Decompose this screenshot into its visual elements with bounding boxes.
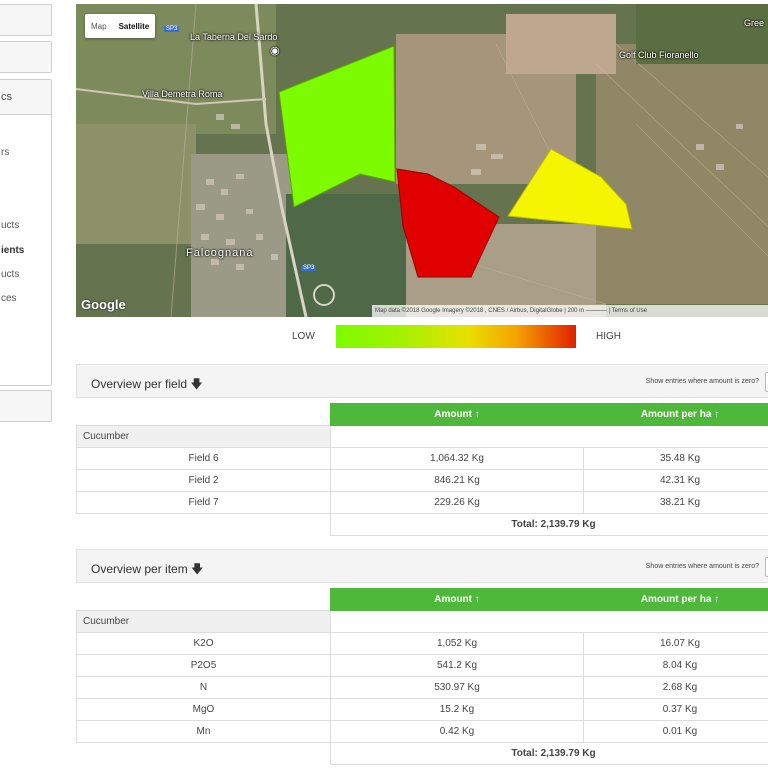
row-name: Mn [76,720,331,743]
arrow-down-icon: 🡇 [190,377,203,391]
map-type-satellite[interactable]: Satellite [118,21,150,31]
row-amount-per-ha: 35.48 Kg [583,447,768,470]
row-name: Field 2 [76,469,331,492]
map-type-control[interactable]: Map Satellite [85,14,156,38]
satellite-map[interactable]: Map Satellite SP3 La Taberna Del Sardo ◉… [76,4,768,317]
road-badge: SP3 [301,265,317,271]
row-amount-per-ha: 42.31 Kg [583,469,768,492]
row-name: Field 7 [76,491,331,514]
row-name: Field 6 [76,447,331,470]
town-label: Falcognana [186,247,254,259]
place-label: Villa Demetra Roma [142,89,223,99]
table-total: Total: 2,139.79 Kg [330,742,768,765]
arrow-down-icon: 🡇 [191,562,204,576]
sidebar-menu-header[interactable]: cs [0,80,51,115]
legend-gradient-bar [336,325,576,348]
table-row: K2O 1,052 Kg 16.07 Kg [76,632,768,655]
road-badge: SP3 [164,26,180,32]
row-amount: 1,052 Kg [330,632,584,655]
row-amount: 15.2 Kg [330,698,584,721]
table-row: Mn 0.42 Kg 0.01 Kg [76,720,768,743]
row-amount-per-ha: 2.68 Kg [583,676,768,699]
zero-entries-toggle[interactable] [765,372,768,392]
map-attribution[interactable]: Map data ©2018 Google Imagery ©2018 , CN… [372,305,768,317]
table-row: N 530.97 Kg 2.68 Kg [76,676,768,699]
sidebar: cs rs ucts ients ucts ces [0,0,53,768]
row-amount: 541.2 Kg [330,654,584,677]
table-row: Field 2 846.21 Kg 42.31 Kg [76,469,768,492]
legend-low-label: LOW [292,331,315,342]
column-header-amount-per-ha[interactable]: Amount per ha ↑ [583,403,768,426]
sidebar-panel-1[interactable] [0,4,52,36]
row-name: MgO [76,698,331,721]
table-row: P2O5 541.2 Kg 8.04 Kg [76,654,768,677]
legend-high-label: HIGH [596,331,621,342]
section-title[interactable]: Overview per item 🡇 [91,560,203,581]
row-name: K2O [76,632,331,655]
row-amount: 846.21 Kg [330,469,584,492]
overview-per-field-table: Amount ↑ Amount per ha ↑ Cucumber Field … [76,403,768,536]
overview-per-field-header[interactable]: Overview per field 🡇 Show entries where … [76,364,768,398]
column-header-amount-per-ha[interactable]: Amount per ha ↑ [583,588,768,611]
zero-entries-toggle-label: Show entries where amount is zero? [645,378,759,385]
sidebar-menu-header-label: cs [1,91,12,103]
zero-entries-toggle[interactable] [765,557,768,577]
sidebar-item[interactable]: ucts [1,220,20,231]
table-row: MgO 15.2 Kg 0.37 Kg [76,698,768,721]
google-logo: Google [81,297,126,312]
row-amount: 530.97 Kg [330,676,584,699]
field-polygon-yellow [507,148,633,230]
table-row: Field 6 1,064.32 Kg 35.48 Kg [76,447,768,470]
row-name: N [76,676,331,699]
overview-per-item-table: Amount ↑ Amount per ha ↑ Cucumber K2O 1,… [76,588,768,765]
section-title[interactable]: Overview per field 🡇 [91,375,203,396]
row-amount: 0.42 Kg [330,720,584,743]
map-imagery [76,4,768,317]
group-label: Cucumber [76,610,331,633]
row-amount-per-ha: 38.21 Kg [583,491,768,514]
sidebar-item-active[interactable]: ients [1,245,25,256]
row-amount-per-ha: 0.37 Kg [583,698,768,721]
place-label: La Taberna Del Sardo [190,32,278,42]
row-amount-per-ha: 8.04 Kg [583,654,768,677]
field-polygon-red [396,168,500,278]
sidebar-panel-4[interactable] [0,390,52,422]
row-amount-per-ha: 0.01 Kg [583,720,768,743]
sidebar-item[interactable]: ces [1,293,17,304]
sidebar-panel-2[interactable] [0,41,52,73]
zero-entries-toggle-label: Show entries where amount is zero? [645,563,759,570]
section-title-text: Overview per item [91,562,188,576]
row-name: P2O5 [76,654,331,677]
sidebar-item[interactable]: rs [1,147,10,158]
overview-per-item-header[interactable]: Overview per item 🡇 Show entries where a… [76,549,768,583]
location-pin-icon: ◉ [270,45,280,57]
column-header-amount[interactable]: Amount ↑ [330,403,584,426]
table-row: Field 7 229.26 Kg 38.21 Kg [76,491,768,514]
sidebar-item[interactable]: ucts [1,269,20,280]
group-label: Cucumber [76,425,331,448]
table-total: Total: 2,139.79 Kg [330,513,768,536]
row-amount-per-ha: 16.07 Kg [583,632,768,655]
place-label: Gree [744,18,765,28]
field-polygon-green [278,45,396,208]
row-amount: 1,064.32 Kg [330,447,584,470]
column-header-amount[interactable]: Amount ↑ [330,588,584,611]
place-label: Golf Club Fioranello [619,50,699,60]
sidebar-menu: cs rs ucts ients ucts ces [0,79,52,386]
row-amount: 229.26 Kg [330,491,584,514]
map-type-map[interactable]: Map [91,21,107,31]
section-title-text: Overview per field [91,377,188,391]
